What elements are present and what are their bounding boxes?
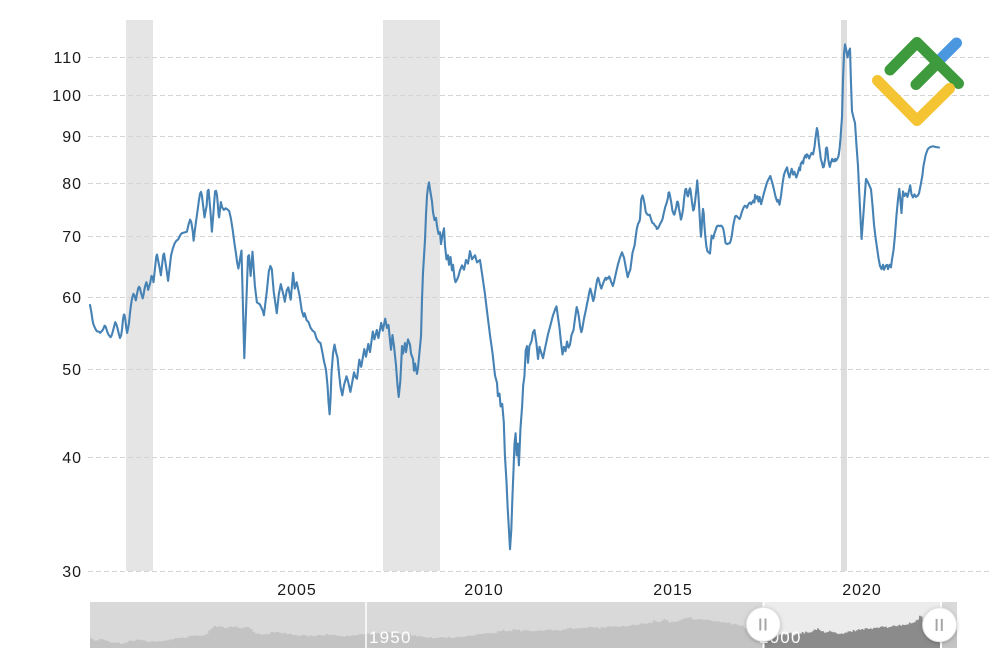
svg-text:2015: 2015: [653, 582, 693, 599]
svg-text:30: 30: [62, 564, 82, 581]
svg-text:1950: 1950: [369, 628, 412, 647]
svg-text:2020: 2020: [842, 582, 882, 599]
svg-text:2005: 2005: [277, 582, 317, 599]
svg-text:110: 110: [53, 50, 82, 67]
svg-text:100: 100: [52, 88, 82, 105]
svg-text:2010: 2010: [464, 582, 504, 599]
svg-text:50: 50: [62, 362, 82, 379]
svg-text:90: 90: [62, 129, 82, 146]
svg-text:80: 80: [62, 176, 82, 193]
svg-text:70: 70: [62, 229, 82, 246]
svg-text:60: 60: [62, 290, 82, 307]
svg-text:40: 40: [62, 450, 82, 467]
